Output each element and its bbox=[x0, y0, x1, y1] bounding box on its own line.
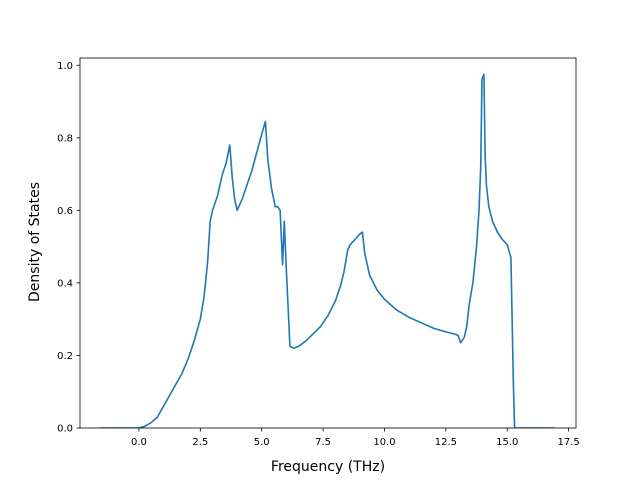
y-axis-label: Density of States bbox=[27, 182, 43, 302]
axes: 0.0 2.5 5.0 7.5 10.0 12.5 15.0 17.5 0.0 0.2 0.4 0.6… bbox=[57, 57, 580, 448]
y-tick-label: 0.6 bbox=[57, 206, 73, 217]
x-tick-label: 10.0 bbox=[373, 437, 395, 448]
y-tick-label: 0.0 bbox=[57, 424, 73, 435]
y-tick-label: 0.2 bbox=[57, 351, 73, 362]
x-tick-label: 12.5 bbox=[435, 437, 457, 448]
y-tick-label: 0.8 bbox=[57, 133, 73, 144]
x-tick-label: 2.5 bbox=[192, 437, 208, 448]
y-tick-label: 1.0 bbox=[57, 61, 73, 72]
x-axis-label: Frequency (THz) bbox=[271, 459, 385, 475]
series-line-0 bbox=[99, 73, 554, 428]
x-tick-label: 0.0 bbox=[131, 437, 147, 448]
x-tick-label: 5.0 bbox=[254, 437, 270, 448]
x-tick-label: 17.5 bbox=[558, 437, 580, 448]
x-tick-label: 7.5 bbox=[315, 437, 331, 448]
x-tick-label: 15.0 bbox=[496, 437, 518, 448]
plot-area bbox=[99, 73, 554, 428]
axes-frame bbox=[79, 57, 577, 429]
y-tick-label: 0.4 bbox=[57, 278, 73, 289]
